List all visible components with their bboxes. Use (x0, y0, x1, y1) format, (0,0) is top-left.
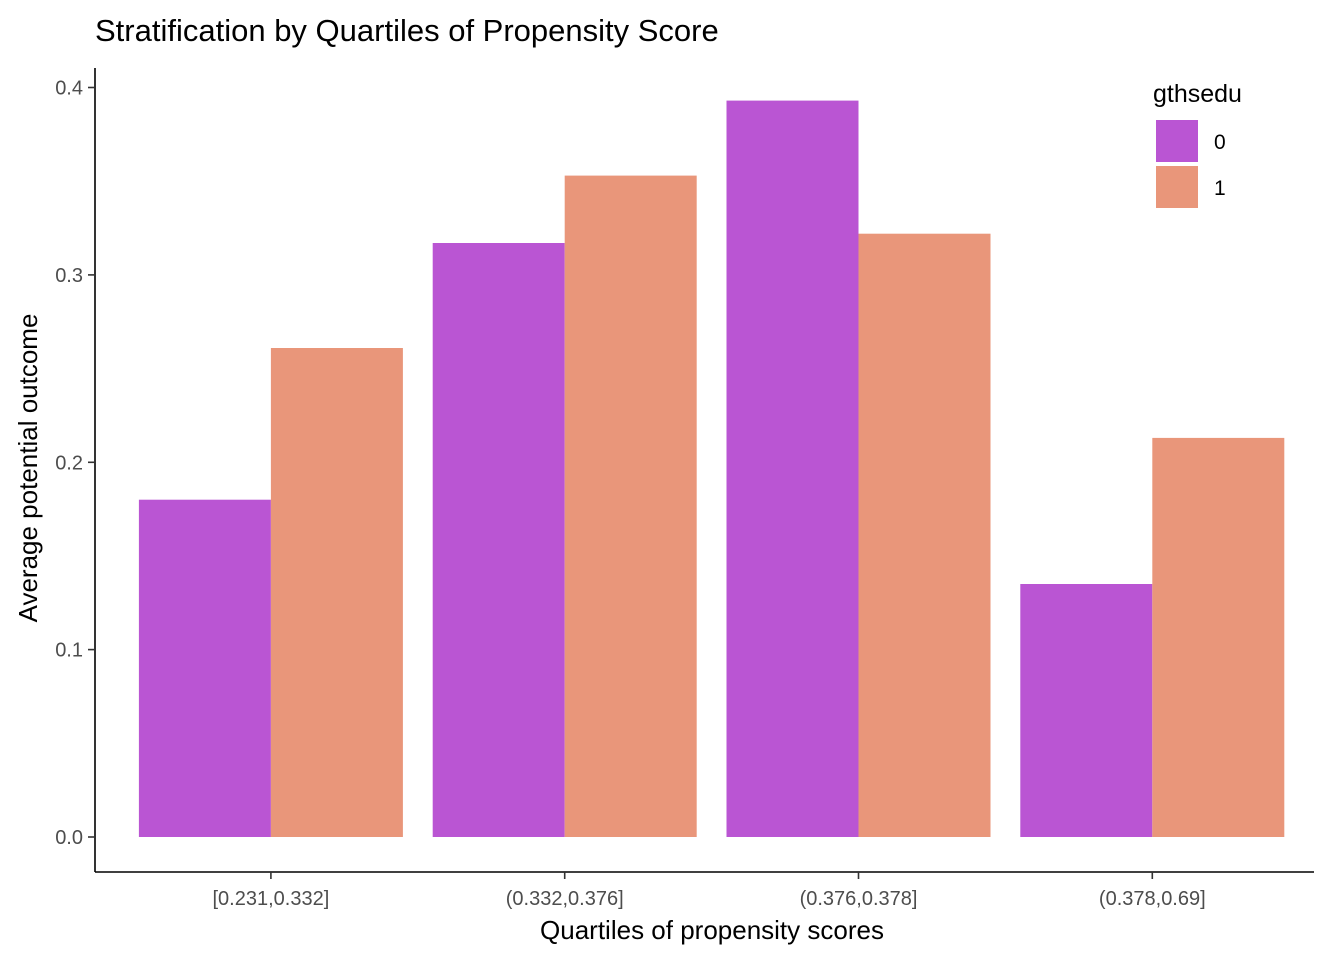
bar-1-series-0 (138, 499, 271, 837)
legend-swatch-0 (1156, 120, 1198, 162)
x-tick-label: (0.378,0.69] (1099, 888, 1206, 910)
y-ticks-layer: 0.0 0.1 0.2 0.3 0.4 (55, 78, 95, 849)
chart-title: Stratification by Quartiles of Propensit… (95, 13, 719, 48)
bar-3-series-0 (726, 100, 859, 838)
bar-4-series-0 (1020, 584, 1153, 837)
x-tick-label: (0.376,0.378] (800, 888, 918, 910)
bar-4-series-1 (1152, 437, 1285, 837)
bar-1-series-1 (270, 348, 403, 837)
bar-2-series-0 (432, 243, 565, 837)
y-tick-label: 0.1 (55, 640, 83, 662)
x-tick-label: (0.332,0.376] (506, 888, 624, 910)
y-tick-label: 0.3 (55, 265, 83, 287)
y-axis-title: Average potential outcome (13, 314, 43, 623)
bar-2-series-1 (564, 175, 697, 838)
bar-3-series-1 (858, 233, 991, 837)
legend-swatch-1 (1156, 166, 1198, 208)
y-tick-label: 0.4 (55, 78, 83, 100)
y-tick-label: 0.2 (55, 452, 83, 474)
legend-label-0: 0 (1214, 131, 1226, 154)
legend-title: gthsedu (1153, 80, 1242, 108)
legend-items: 01 (1156, 120, 1226, 208)
x-axis-title: Quartiles of propensity scores (540, 915, 884, 945)
bars-layer (138, 100, 1285, 838)
legend: gthsedu 01 (1153, 80, 1242, 208)
x-tick-label: [0.231,0.332] (213, 888, 330, 910)
legend-label-1: 1 (1214, 177, 1226, 200)
x-ticks-layer: [0.231,0.332] (0.332,0.376] (0.376,0.378] (… (213, 872, 1206, 910)
y-tick-label: 0.0 (55, 827, 83, 849)
